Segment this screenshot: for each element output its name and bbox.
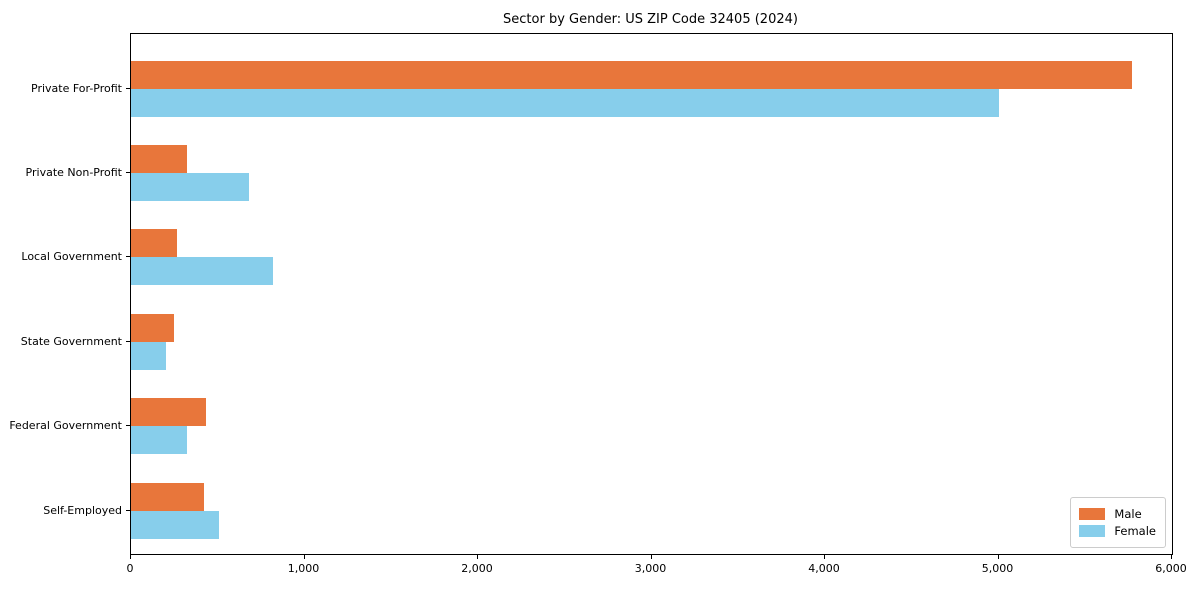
xtick-mark [303,555,305,559]
xtick-mark [650,555,652,559]
bar-female-3 [131,257,274,286]
bar-male-4 [131,313,175,342]
bar-female-2 [131,172,249,201]
plot-area: Male Female [130,33,1173,555]
ytick-label: State Government [20,334,122,348]
ytick-mark [126,340,130,342]
legend-label: Female [1114,524,1156,538]
ytick-mark [126,425,130,427]
ytick-label: Federal Government [9,419,122,433]
bar-female-5 [131,426,187,455]
xtick-mark [130,555,131,559]
bar-male-2 [131,144,187,173]
xtick-mark [477,555,478,559]
ytick-label: Private For-Profit [31,81,122,95]
legend: Male Female [1070,497,1166,548]
legend-entry-female: Female [1079,524,1156,538]
xtick-label: 3,000 [634,562,667,575]
xtick-label: 0 [126,562,134,575]
ytick-label: Private Non-Profit [25,165,122,179]
xtick-label: 6,000 [1155,562,1187,575]
bar-female-6 [131,510,219,539]
legend-label: Male [1114,507,1142,521]
xtick-label: 5,000 [981,562,1014,575]
xtick-mark [997,555,999,559]
legend-swatch-male [1079,508,1106,520]
ytick-mark [126,171,130,173]
chart-title: Sector by Gender: US ZIP Code 32405 (202… [503,12,798,27]
xtick-label: 2,000 [461,562,493,575]
ytick-label: Self-Employed [43,503,122,517]
legend-entry-male: Male [1079,507,1156,521]
ytick-mark [126,509,130,511]
bar-male-3 [131,229,177,258]
xtick-mark [1171,555,1172,559]
bar-female-1 [131,88,999,117]
bar-male-5 [131,398,206,427]
xtick-mark [824,555,825,559]
ytick-label: Local Government [21,250,122,264]
xtick-label: 1,000 [287,562,320,575]
bar-male-6 [131,482,204,511]
legend-swatch-female [1079,525,1106,537]
bar-male-1 [131,60,1133,89]
ytick-mark [126,256,130,258]
ytick-mark [126,87,130,89]
xtick-label: 4,000 [808,562,840,575]
bar-female-4 [131,341,166,370]
